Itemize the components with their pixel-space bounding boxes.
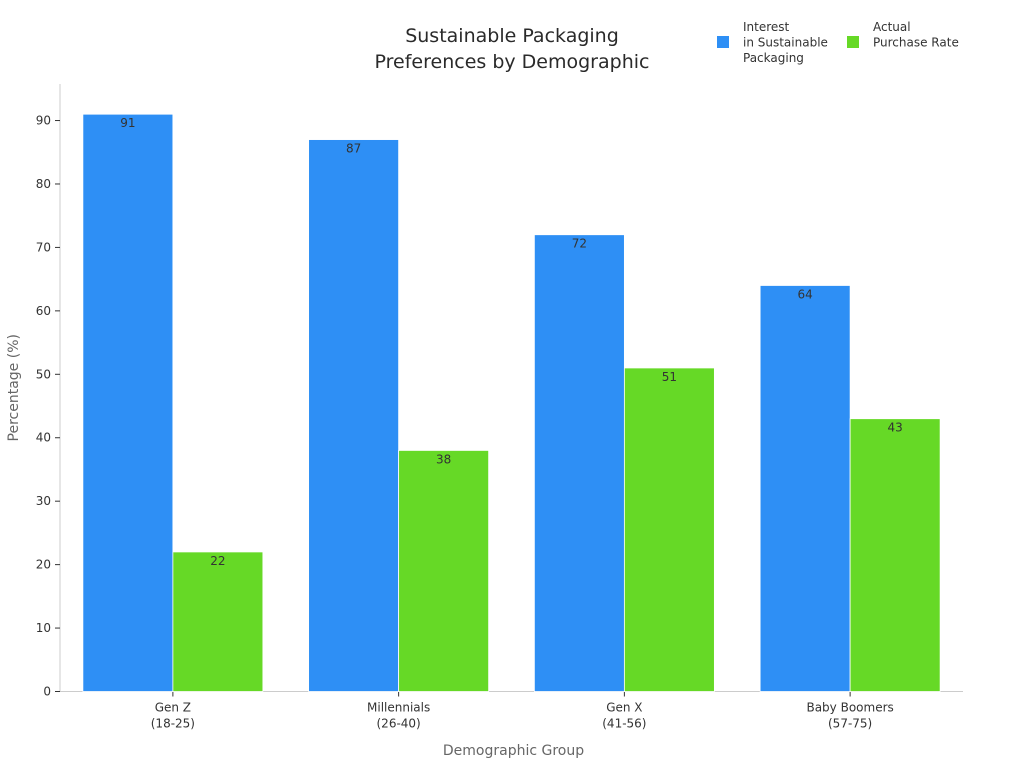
data-label: 64 [797,287,812,301]
x-tick-label: Gen X (41-56) [602,701,646,731]
x-tick-label: Gen Z (18-25) [151,701,195,731]
y-tick-label: 80 [36,177,51,191]
bars [82,113,941,692]
y-axis: 0 10 20 30 40 50 60 70 80 90 [36,84,61,699]
bar [623,367,715,692]
chart-title: Sustainable Packaging Preferences by Demo… [375,25,650,73]
data-label: 87 [346,142,361,156]
legend-item: Interest in Sustainable Packaging [717,20,828,65]
y-tick-label: 30 [36,494,51,508]
legend-swatch [847,36,859,48]
legend-item: Actual Purchase Rate [847,20,959,50]
bar [533,234,625,692]
bar [398,450,490,692]
legend-swatch [717,36,729,48]
bar [308,139,400,692]
data-label: 51 [662,370,677,384]
legend: Interest in Sustainable Packaging Actual Pur… [717,20,959,65]
x-tick-label: Baby Boomers (57-75) [806,701,893,731]
y-tick-label: 10 [36,621,51,635]
y-axis-title: Percentage (%) [6,334,22,441]
x-axis: Gen Z (18-25) Millennials (26-40) Gen X (41-5… [60,691,963,731]
bar [759,285,851,692]
data-labels: 91 22 87 38 72 51 64 43 [120,116,903,568]
y-tick-label: 50 [36,367,51,381]
y-tick-label: 60 [36,304,51,318]
x-axis-title: Demographic Group [443,743,584,759]
data-label: 72 [572,237,587,251]
y-tick-label: 70 [36,240,51,254]
data-label: 91 [120,116,135,130]
y-tick-label: 90 [36,114,51,128]
chart-title-line: Preferences by Demographic [375,51,650,73]
bar [172,551,264,692]
x-tick-label: Millennials (26-40) [367,701,430,731]
data-label: 22 [210,554,225,568]
legend-label: Interest in Sustainable Packaging [743,20,828,65]
data-label: 43 [887,421,902,435]
y-tick-label: 40 [36,431,51,445]
bar [849,418,941,692]
data-label: 38 [436,452,451,466]
legend-label: Actual Purchase Rate [873,20,959,50]
chart-title-line: Sustainable Packaging [405,25,619,47]
y-tick-label: 20 [36,558,51,572]
bar [82,113,174,692]
y-tick-label: 0 [43,685,51,699]
